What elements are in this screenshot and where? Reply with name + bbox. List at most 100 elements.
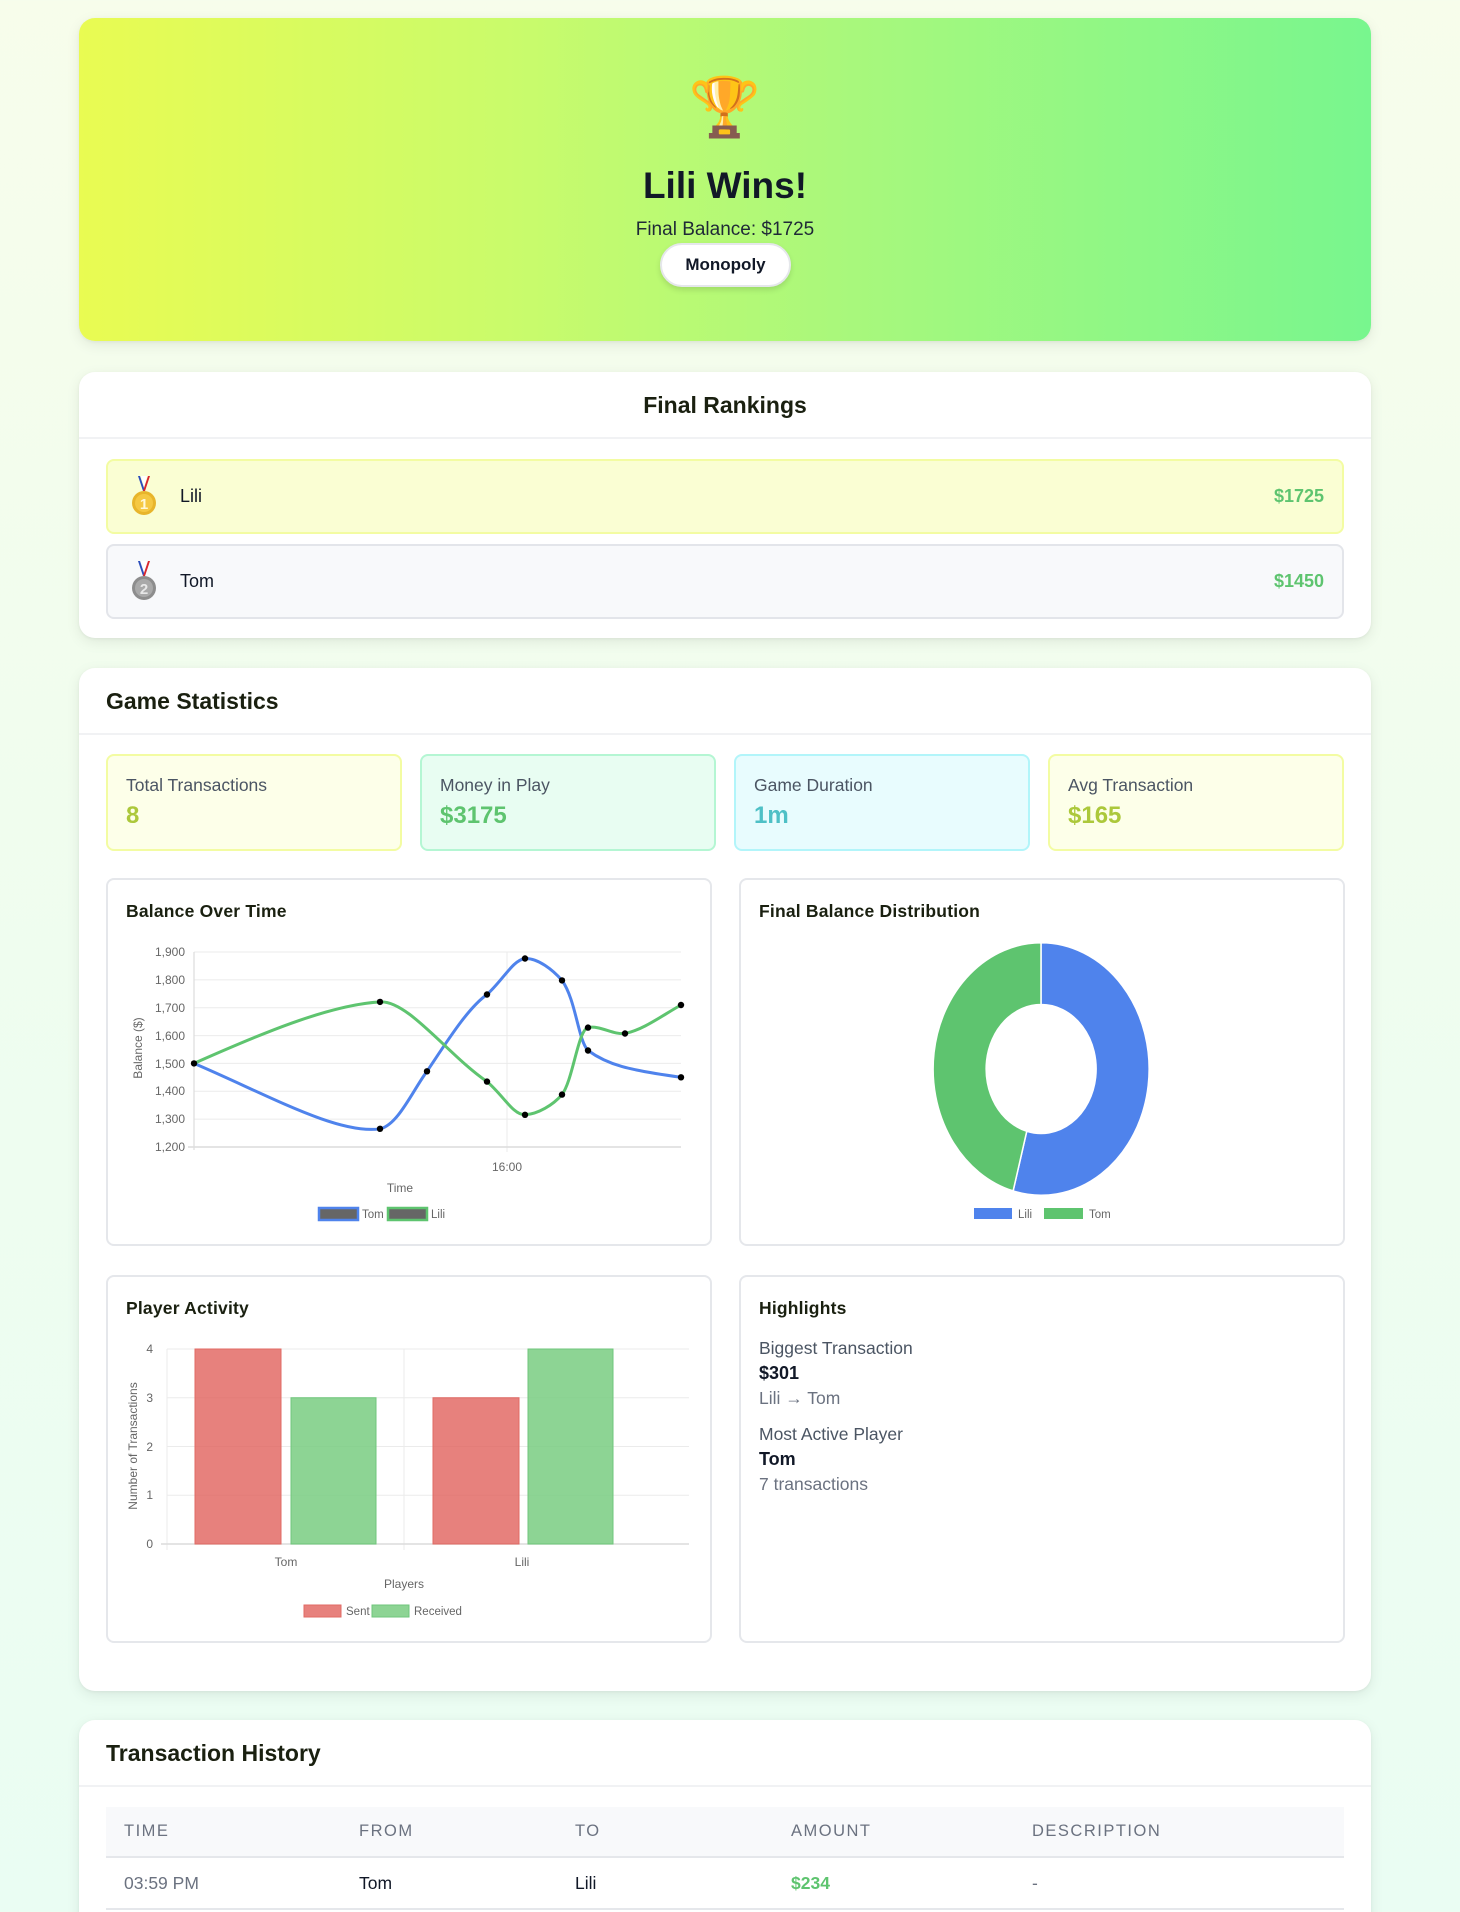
rankings-title: Final Rankings xyxy=(643,392,807,418)
svg-text:1: 1 xyxy=(146,1488,153,1502)
transactions-header: Transaction History xyxy=(79,1720,1371,1787)
svg-text:Tom: Tom xyxy=(1089,1209,1111,1221)
y-tick: 1,600 xyxy=(155,1029,185,1043)
y-tick: 1,800 xyxy=(155,973,185,987)
svg-text:0: 0 xyxy=(146,1537,153,1551)
panel-title: Highlights xyxy=(759,1298,847,1318)
stat-label: Avg Transaction xyxy=(1068,775,1194,795)
stat-money-in-play: Money in Play $3175 xyxy=(420,754,716,851)
bar-lili-received xyxy=(527,1348,614,1545)
x-tick: Lili xyxy=(515,1555,530,1569)
biggest-transaction-label: Biggest Transaction xyxy=(759,1338,913,1358)
panel-title: Final Balance Distribution xyxy=(759,901,981,921)
column-description: DESCRIPTION xyxy=(1014,1807,1344,1858)
x-tick: 16:00 xyxy=(492,1160,522,1174)
balance-donut-chart[interactable]: Lili Tom xyxy=(741,880,1345,1246)
player-balance: $1725 xyxy=(1273,486,1324,506)
svg-text:Sent: Sent xyxy=(346,1606,370,1618)
table-header-row: TIME FROM TO AMOUNT DESCRIPTION xyxy=(106,1807,1344,1858)
balance-over-time-panel: Balance Over Time 1,900 1,800 1,700 1,60… xyxy=(106,878,712,1246)
table-row: 03:59 PM Tom Lili $234 - xyxy=(106,1857,1344,1910)
cell-amount: $234 xyxy=(773,1857,1014,1910)
highlights-panel: Highlights Biggest Transaction $301 Lili… xyxy=(739,1275,1345,1643)
most-active-value: Tom xyxy=(759,1449,796,1469)
panel-title: Balance Over Time xyxy=(126,901,287,921)
stat-value: $165 xyxy=(1068,802,1122,829)
rankings-header: Final Rankings xyxy=(79,372,1371,439)
donut-legend: Lili Tom xyxy=(974,1208,1111,1221)
cell-to: Lili xyxy=(557,1857,773,1910)
y-tick: 1,200 xyxy=(155,1140,185,1154)
y-tick: 1,700 xyxy=(155,1001,185,1015)
bar-lili-sent xyxy=(432,1397,520,1545)
svg-text:Received: Received xyxy=(414,1606,462,1618)
cell-description: - xyxy=(1014,1857,1344,1910)
winner-title: Lili Wins! xyxy=(642,165,808,206)
svg-text:Lili: Lili xyxy=(431,1209,445,1221)
donut-slice-lili xyxy=(1012,941,1150,1197)
most-active-label: Most Active Player xyxy=(759,1424,903,1444)
stat-label: Game Duration xyxy=(754,775,873,795)
y-tick: 1,400 xyxy=(155,1084,185,1098)
bar-tom-sent xyxy=(194,1348,282,1545)
cell-from: Tom xyxy=(341,1857,557,1910)
bars xyxy=(194,1348,614,1545)
panel-title: Player Activity xyxy=(126,1298,249,1318)
column-time: TIME xyxy=(106,1807,341,1858)
final-balance-distribution-panel: Final Balance Distribution Lili Tom xyxy=(739,878,1345,1246)
x-axis-title: Time xyxy=(387,1181,414,1195)
player-name: Tom xyxy=(180,571,215,591)
line-legend: Tom Lili xyxy=(317,1206,445,1222)
y-tick: 1,500 xyxy=(155,1057,185,1071)
statistics-title: Game Statistics xyxy=(106,688,279,714)
silver-medal-icon: 2 xyxy=(132,561,156,600)
stat-value: $3175 xyxy=(440,802,507,829)
statistics-header: Game Statistics xyxy=(79,668,1371,735)
ranking-row: 1 Lili $1725 xyxy=(106,459,1344,534)
svg-text:2: 2 xyxy=(140,581,148,598)
game-statistics-card: Game Statistics Total Transactions 8 Mon… xyxy=(79,668,1371,1691)
stat-value: 8 xyxy=(126,802,140,829)
biggest-transaction-value: $301 xyxy=(759,1363,800,1383)
bar-tom-received xyxy=(290,1397,377,1545)
x-tick: Tom xyxy=(275,1555,298,1569)
stat-label: Total Transactions xyxy=(126,775,268,795)
stat-game-duration: Game Duration 1m xyxy=(734,754,1030,851)
player-balance: $1450 xyxy=(1273,571,1324,591)
final-balance-text: Final Balance: $1725 xyxy=(635,219,815,240)
svg-text:3: 3 xyxy=(146,1391,153,1405)
bar-legend: Sent Received xyxy=(303,1604,462,1618)
stat-label: Money in Play xyxy=(440,775,550,795)
most-active-detail: 7 transactions xyxy=(759,1474,868,1494)
x-axis-title: Players xyxy=(384,1577,424,1591)
winner-banner: 🏆 Lili Wins! Final Balance: $1725 Monopo… xyxy=(79,18,1371,341)
gold-medal-icon: 1 xyxy=(132,476,156,515)
stat-total-transactions: Total Transactions 8 xyxy=(106,754,402,851)
transactions-title: Transaction History xyxy=(106,1740,321,1766)
ranking-row: 2 Tom $1450 xyxy=(106,544,1344,619)
svg-text:Lili: Lili xyxy=(1018,1209,1032,1221)
column-amount: AMOUNT xyxy=(773,1807,1014,1858)
cell-time: 03:59 PM xyxy=(106,1857,341,1910)
player-name: Lili xyxy=(180,486,203,506)
svg-text:4: 4 xyxy=(146,1342,153,1356)
game-type-badge: Monopoly xyxy=(660,243,791,287)
player-activity-bar-chart[interactable]: 4 3 2 1 0 Number of Transactions Tom Lil… xyxy=(108,1277,712,1643)
stat-value: 1m xyxy=(754,802,789,829)
svg-text:1: 1 xyxy=(140,496,148,513)
biggest-transaction-detail: Lili → Tom xyxy=(759,1388,841,1408)
stat-avg-transaction: Avg Transaction $165 xyxy=(1048,754,1344,851)
donut-slice-tom xyxy=(932,941,1042,1193)
transactions-table: TIME FROM TO AMOUNT DESCRIPTION 03:59 PM… xyxy=(106,1807,1344,1910)
final-rankings-card: Final Rankings 1 Lili $1725 2 Tom $1450 xyxy=(79,372,1371,638)
svg-text:2: 2 xyxy=(146,1440,153,1454)
y-tick: 1,300 xyxy=(155,1112,185,1126)
y-tick: 1,900 xyxy=(155,945,185,959)
trophy-icon: 🏆 xyxy=(688,75,762,140)
y-axis-title: Balance ($) xyxy=(131,1017,145,1078)
transaction-history-card: Transaction History TIME FROM TO AMOUNT … xyxy=(79,1720,1371,1912)
y-axis-title: Number of Transactions xyxy=(126,1382,140,1509)
balance-line-chart[interactable]: 1,900 1,800 1,700 1,600 1,500 1,400 1,30… xyxy=(108,880,712,1246)
column-to: TO xyxy=(557,1807,773,1858)
column-from: FROM xyxy=(341,1807,557,1858)
